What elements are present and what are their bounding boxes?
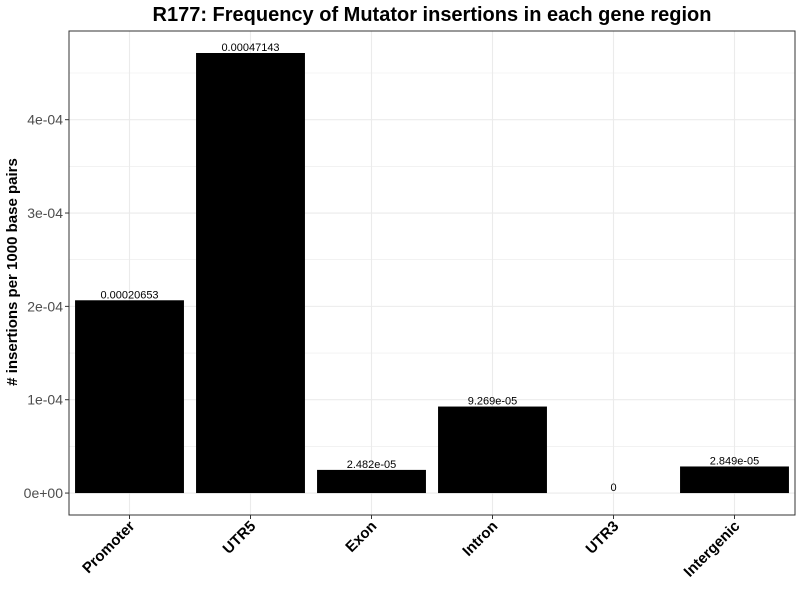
- y-tick-label: 3e-04: [27, 205, 63, 221]
- chart-title: R177: Frequency of Mutator insertions in…: [153, 4, 712, 26]
- bar-intergenic: [680, 466, 789, 494]
- x-tick-label: Exon: [342, 518, 380, 556]
- bar-exon: [317, 469, 426, 494]
- bar-intron: [438, 406, 547, 494]
- y-tick-label: 4e-04: [27, 112, 63, 128]
- data-label: 0.00020653: [100, 289, 158, 301]
- y-axis: 0e+00 1e-04 2e-04 3e-04 4e-04: [24, 112, 69, 501]
- data-label: 2.482e-05: [347, 459, 397, 471]
- data-label: 9.269e-05: [468, 396, 518, 408]
- y-tick-label: 2e-04: [27, 298, 63, 314]
- x-axis: Promoter UTR5 Exon Intron UTR3 Intergenic: [79, 515, 743, 581]
- x-tick-label: Promoter: [79, 518, 138, 577]
- x-tick-label: Intergenic: [681, 518, 744, 581]
- y-tick-label: 1e-04: [27, 392, 63, 408]
- bar-utr5: [196, 53, 305, 494]
- x-tick-label: UTR5: [220, 518, 260, 558]
- data-labels: 0.00020653 0.00047143 2.482e-05 9.269e-05 0 2…: [100, 42, 759, 494]
- data-label: 0.00047143: [221, 42, 279, 54]
- y-tick-label: 0e+00: [24, 485, 64, 501]
- bars: [75, 53, 789, 494]
- data-label: 2.849e-05: [710, 455, 760, 467]
- data-label: 0: [610, 482, 616, 494]
- y-axis-label: # insertions per 1000 base pairs: [4, 158, 21, 386]
- x-tick-label: UTR3: [583, 518, 623, 558]
- x-tick-label: Intron: [459, 518, 501, 560]
- panel-border: [68, 30, 796, 516]
- bar-promoter: [75, 300, 184, 494]
